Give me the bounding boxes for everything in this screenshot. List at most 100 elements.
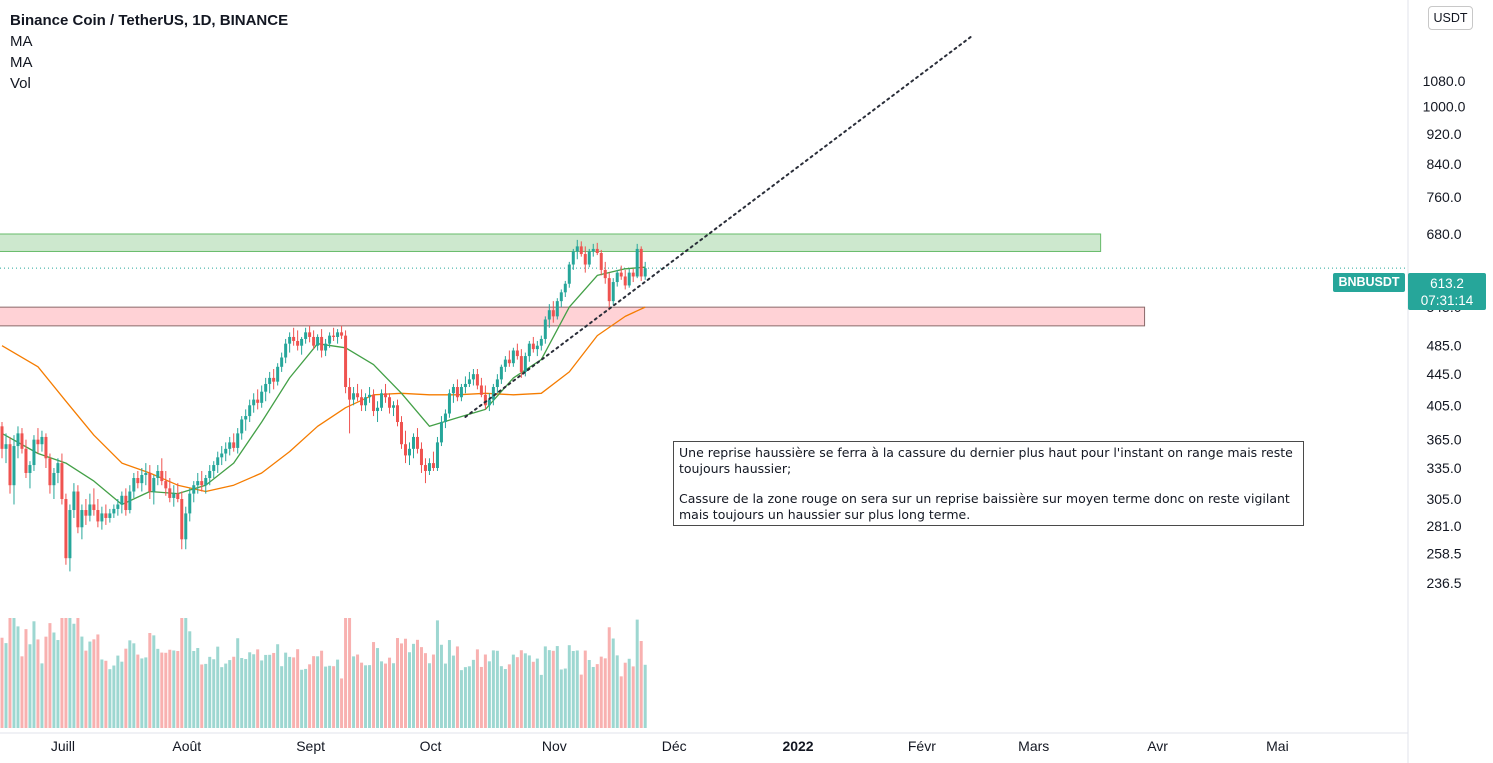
- y-tick-label: 920.0: [1426, 126, 1461, 142]
- candle: [12, 435, 16, 505]
- volume-bar: [392, 663, 396, 728]
- candle-body: [8, 444, 12, 486]
- candle: [511, 347, 515, 367]
- legend-ma-fast[interactable]: MA: [10, 33, 33, 50]
- candle-body: [364, 397, 368, 406]
- last-price-value: 613.2: [1430, 276, 1464, 291]
- ma-fast-line: [1, 266, 646, 506]
- volume-bar: [304, 668, 308, 728]
- volume-bar: [60, 618, 64, 728]
- candle-body: [575, 246, 579, 252]
- volume-bar: [112, 665, 116, 728]
- candle: [228, 436, 232, 456]
- candle-body: [631, 272, 635, 277]
- volume-bar: [48, 623, 52, 728]
- candle: [352, 387, 356, 406]
- volume-bar: [228, 660, 232, 728]
- candle-body: [344, 335, 348, 388]
- volume-bar: [423, 653, 427, 728]
- candle-body: [503, 359, 507, 367]
- candle: [336, 329, 340, 344]
- candle: [208, 465, 212, 486]
- candle-body: [128, 491, 132, 511]
- y-tick-label: 485.0: [1426, 338, 1461, 354]
- x-tick-label: Avr: [1147, 738, 1168, 754]
- candle-body: [340, 332, 344, 336]
- legend-volume[interactable]: Vol: [10, 75, 31, 92]
- volume-bar: [192, 651, 196, 728]
- candle: [447, 389, 451, 418]
- candle-body: [579, 246, 583, 255]
- candle-body: [148, 472, 152, 492]
- volume-bar: [507, 664, 511, 728]
- candle: [611, 278, 615, 306]
- volume-bar: [447, 640, 451, 728]
- candle: [24, 439, 28, 479]
- volume-bar: [88, 641, 92, 728]
- candle-body: [627, 272, 631, 286]
- candle: [567, 261, 571, 288]
- candle-body: [623, 276, 627, 286]
- candle: [232, 433, 236, 452]
- candle: [132, 472, 136, 498]
- text-annotation[interactable]: Une reprise haussière se ferra à la cass…: [673, 441, 1304, 526]
- candle-body: [72, 491, 76, 511]
- candle: [627, 268, 631, 288]
- volume-bar: [0, 637, 4, 728]
- volume-bar: [380, 661, 384, 728]
- candle-body: [240, 419, 244, 434]
- chart-title: Binance Coin / TetherUS, 1D, BINANCE: [10, 12, 289, 29]
- volume-bar: [599, 656, 603, 728]
- volume-bar: [200, 664, 204, 728]
- volume-bar: [431, 654, 435, 728]
- candle-body: [64, 499, 68, 559]
- chart-legend: Binance Coin / TetherUS, 1D, BINANCE MA …: [10, 10, 288, 94]
- x-tick-label: Oct: [420, 738, 442, 754]
- candle-body: [272, 377, 276, 382]
- candle: [136, 470, 140, 489]
- candle-body: [543, 319, 547, 339]
- candle-body: [643, 268, 647, 277]
- volume-bar: [160, 652, 164, 728]
- volume-bar: [116, 655, 120, 728]
- candle-body: [463, 383, 467, 388]
- candle-body: [407, 448, 411, 456]
- candle: [328, 332, 332, 348]
- candle-body: [595, 248, 599, 254]
- candle-body: [256, 399, 260, 403]
- x-tick-label: Juill: [51, 738, 75, 754]
- volume-bar: [172, 650, 176, 728]
- candle: [423, 458, 427, 484]
- volume-bar: [20, 656, 24, 728]
- candle-body: [280, 357, 284, 367]
- candle-body: [523, 356, 527, 372]
- volume-bar: [607, 627, 611, 728]
- zones-layer: [0, 233, 1146, 327]
- candle-body: [308, 332, 312, 337]
- legend-ma-slow[interactable]: MA: [10, 54, 33, 71]
- candle: [284, 338, 288, 364]
- volume-bar: [44, 636, 48, 728]
- volume-bar: [515, 657, 519, 728]
- volume-bar: [495, 650, 499, 728]
- candle-body: [268, 377, 272, 384]
- candle: [471, 368, 475, 386]
- volume-bar: [184, 618, 188, 728]
- currency-button[interactable]: USDT: [1428, 6, 1473, 30]
- candle: [88, 493, 92, 522]
- x-tick-label: Mars: [1018, 738, 1049, 754]
- candle-body: [180, 499, 184, 540]
- volume-bar: [180, 618, 184, 728]
- candle: [64, 493, 68, 565]
- volume-bar: [595, 664, 599, 728]
- volume-bar: [611, 638, 615, 728]
- volume-bar: [455, 646, 459, 728]
- candle-body: [276, 366, 280, 382]
- candle-body: [132, 478, 136, 492]
- volume-bar: [531, 661, 535, 728]
- candle-body: [144, 472, 148, 475]
- volume-bar: [212, 659, 216, 728]
- volume-bar: [407, 652, 411, 728]
- volume-bar: [463, 667, 467, 728]
